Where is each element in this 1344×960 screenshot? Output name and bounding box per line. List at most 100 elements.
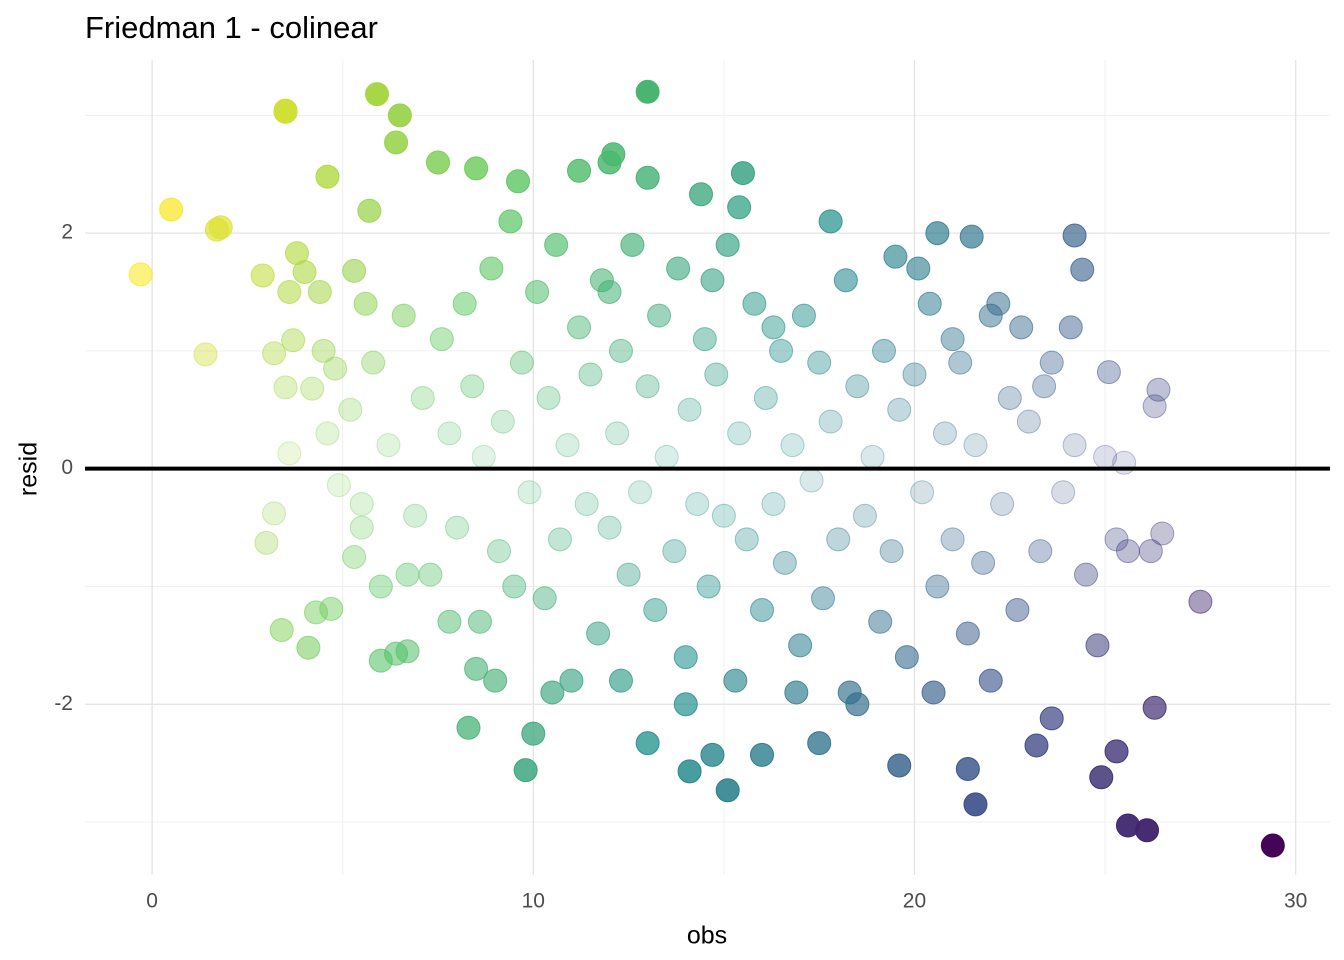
point [852, 503, 877, 528]
point [250, 263, 275, 288]
point [456, 715, 481, 740]
point [807, 731, 832, 756]
point [483, 668, 508, 693]
point [1085, 633, 1110, 658]
x-axis-title: obs [687, 922, 727, 950]
point [1062, 223, 1087, 248]
point [780, 433, 805, 458]
point [376, 433, 401, 458]
point [464, 656, 489, 681]
point [608, 338, 633, 363]
point [932, 421, 957, 446]
point [1188, 589, 1213, 614]
point [429, 327, 454, 352]
point [281, 328, 306, 353]
point [403, 503, 428, 528]
point [502, 574, 527, 599]
point [818, 409, 843, 434]
point [1093, 444, 1118, 469]
point [700, 268, 725, 293]
point [544, 232, 569, 257]
point [1115, 539, 1140, 564]
point [486, 539, 511, 564]
point [963, 433, 988, 458]
point [307, 280, 332, 305]
point [342, 258, 367, 283]
point [807, 350, 832, 375]
x-tick-label: 10 [522, 890, 545, 913]
point [368, 574, 393, 599]
point [574, 492, 599, 517]
point [254, 530, 279, 555]
point [906, 256, 931, 281]
point [547, 527, 572, 552]
point [1142, 695, 1167, 720]
point [586, 621, 611, 646]
point [262, 341, 287, 366]
point [357, 198, 382, 223]
point [1070, 257, 1095, 282]
point [1016, 409, 1041, 434]
point [273, 375, 298, 400]
point [666, 256, 691, 281]
point [608, 668, 633, 693]
point [620, 232, 645, 257]
point [395, 562, 420, 587]
point [677, 397, 702, 422]
point [833, 268, 858, 293]
point [159, 197, 184, 222]
point [353, 291, 378, 316]
point [128, 262, 153, 287]
point [567, 315, 592, 340]
point [715, 778, 740, 803]
point [1028, 539, 1053, 564]
point [597, 515, 622, 540]
point [860, 444, 885, 469]
point [387, 103, 412, 128]
x-tick-label: 30 [1284, 890, 1307, 913]
point [769, 338, 794, 363]
point [959, 224, 984, 249]
point [1089, 765, 1114, 790]
point [700, 742, 725, 767]
point [887, 753, 912, 778]
point [410, 386, 435, 411]
point [193, 342, 218, 367]
point [300, 376, 325, 401]
point [349, 492, 374, 517]
point [917, 291, 942, 316]
point [635, 731, 660, 756]
point [277, 441, 302, 466]
point [685, 492, 710, 517]
y-tick-label: 0 [61, 456, 73, 479]
point [784, 680, 809, 705]
point [315, 164, 340, 189]
point [871, 338, 896, 363]
point [464, 156, 489, 181]
point [971, 550, 996, 575]
point [753, 386, 778, 411]
point [662, 539, 687, 564]
point [883, 244, 908, 269]
point [525, 280, 550, 305]
point [711, 503, 736, 528]
point [384, 641, 409, 666]
point [1142, 394, 1167, 419]
point [673, 645, 698, 670]
point [532, 586, 557, 611]
point [513, 758, 538, 783]
point [498, 209, 523, 234]
point [1096, 360, 1121, 385]
point [605, 421, 630, 446]
point [1260, 833, 1285, 858]
point [437, 609, 462, 634]
point [540, 680, 565, 705]
point [445, 515, 470, 540]
point [845, 692, 870, 717]
point [536, 386, 561, 411]
point [692, 327, 717, 352]
point [772, 550, 797, 575]
point [654, 444, 679, 469]
point [955, 621, 980, 646]
point [452, 291, 477, 316]
